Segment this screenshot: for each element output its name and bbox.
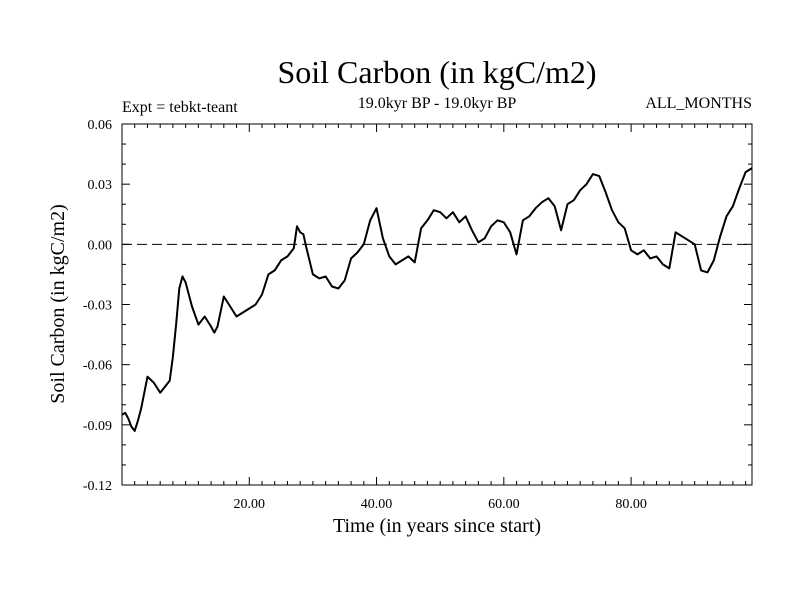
months-label: ALL_MONTHS xyxy=(645,95,752,112)
y-tick-label: -0.03 xyxy=(83,299,112,314)
y-tick-label: 0.00 xyxy=(88,238,113,253)
y-tick-label: -0.09 xyxy=(83,419,112,434)
experiment-label: Expt = tebkt-teant xyxy=(122,99,238,116)
x-tick-label: 40.00 xyxy=(361,497,393,512)
soil-carbon-series-line xyxy=(121,167,753,432)
plot-frame xyxy=(121,123,753,486)
y-axis-ticks: -0.12 -0.09 -0.06 -0.03 0.00 0.03 0.06 xyxy=(83,118,752,494)
x-tick-label: 60.00 xyxy=(488,497,520,512)
x-tick-label: 20.00 xyxy=(234,497,266,512)
y-tick-label: 0.03 xyxy=(88,178,113,193)
y-tick-label: 0.06 xyxy=(88,118,113,133)
y-tick-label: -0.12 xyxy=(83,479,112,494)
chart-subtitle: 19.0kyr BP - 19.0kyr BP xyxy=(358,95,517,112)
x-axis-ticks: 20.00 40.00 60.00 80.00 xyxy=(134,124,747,512)
x-tick-label: 80.00 xyxy=(615,497,647,512)
y-axis-label: Soil Carbon (in kgC/m2) xyxy=(47,204,69,403)
y-tick-label: -0.06 xyxy=(83,359,112,374)
chart-title: Soil Carbon (in kgC/m2) xyxy=(277,54,596,90)
x-axis-label: Time (in years since start) xyxy=(333,515,541,537)
